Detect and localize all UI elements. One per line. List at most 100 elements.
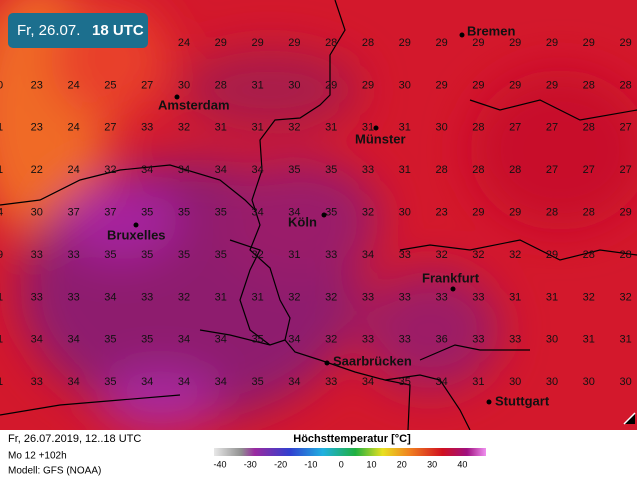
grid-value: 27 <box>104 122 116 134</box>
grid-value: 29 <box>546 249 558 261</box>
grid-value: 35 <box>141 207 153 219</box>
grid-value: 34 <box>67 376 79 388</box>
grid-value: 34 <box>67 334 79 346</box>
grid-value: 35 <box>104 249 116 261</box>
grid-value: 33 <box>509 334 521 346</box>
grid-value: 35 <box>325 207 337 219</box>
grid-value: 31 <box>288 249 300 261</box>
colorbar-tick: 10 <box>366 459 376 469</box>
grid-value: 30 <box>509 376 521 388</box>
city-dot <box>459 32 465 38</box>
grid-value: 30 <box>583 376 595 388</box>
grid-value: 32 <box>509 249 521 261</box>
city-label: Bremen <box>467 23 515 38</box>
city-label: Köln <box>288 214 317 229</box>
grid-value: 34 <box>362 376 374 388</box>
city-label: Bruxelles <box>107 227 166 242</box>
grid-value: 35 <box>178 249 190 261</box>
grid-value: 27 <box>546 122 558 134</box>
city-label: Frankfurt <box>422 270 480 285</box>
grid-value: 33 <box>362 164 374 176</box>
grid-value: 29 <box>251 37 263 49</box>
grid-value: 31 <box>399 164 411 176</box>
grid-value: 28 <box>435 164 447 176</box>
grid-value: 31 <box>251 79 263 91</box>
grid-value: 35 <box>251 376 263 388</box>
grid-value: 32 <box>104 164 116 176</box>
grid-value: 28 <box>472 164 484 176</box>
grid-value: 35 <box>251 334 263 346</box>
grid-value: 28 <box>583 79 595 91</box>
city-dot <box>450 286 456 292</box>
grid-value: 29 <box>325 79 337 91</box>
grid-value: 32 <box>362 207 374 219</box>
grid-value: 34 <box>141 164 153 176</box>
grid-value: 35 <box>104 376 116 388</box>
grid-value: 29 <box>435 79 447 91</box>
grid-value: 28 <box>215 79 227 91</box>
grid-value: 34 <box>104 291 116 303</box>
grid-value: 34 <box>251 164 263 176</box>
grid-value: 31 <box>251 291 263 303</box>
city-dot <box>174 94 180 100</box>
grid-value: 32 <box>288 291 300 303</box>
grid-value: 29 <box>472 79 484 91</box>
grid-value: 31 <box>546 291 558 303</box>
grid-value: 32 <box>325 291 337 303</box>
grid-value: 35 <box>215 249 227 261</box>
city-label: Stuttgart <box>495 393 550 408</box>
grid-value: 28 <box>583 207 595 219</box>
grid-value: 27 <box>619 122 631 134</box>
grid-value: 27 <box>546 164 558 176</box>
grid-value: 35 <box>325 164 337 176</box>
grid-value: 24 <box>67 79 79 91</box>
grid-value: 1 <box>0 122 3 134</box>
grid-value: 36 <box>435 334 447 346</box>
grid-value: 34 <box>288 376 300 388</box>
grid-value: 30 <box>399 207 411 219</box>
grid-value: 28 <box>583 122 595 134</box>
map-background <box>0 0 637 431</box>
footer-lead: Mo 12 +102h <box>8 451 67 462</box>
grid-value: 33 <box>472 334 484 346</box>
legend-title: Höchsttemperatur [°C] <box>293 433 411 445</box>
grid-value: 23 <box>31 79 43 91</box>
grid-value: 29 <box>472 37 484 49</box>
grid-value: 33 <box>67 249 79 261</box>
grid-value: 24 <box>67 122 79 134</box>
grid-value: 33 <box>472 291 484 303</box>
grid-value: 29 <box>399 37 411 49</box>
grid-value: 35 <box>104 334 116 346</box>
grid-value: 27 <box>141 79 153 91</box>
city-label: Münster <box>355 131 406 146</box>
grid-value: 35 <box>288 164 300 176</box>
grid-value: 30 <box>399 79 411 91</box>
grid-value: 34 <box>288 207 300 219</box>
grid-value: 29 <box>509 207 521 219</box>
grid-value: 29 <box>288 37 300 49</box>
grid-value: 33 <box>31 249 43 261</box>
grid-value: 29 <box>362 79 374 91</box>
grid-value: 30 <box>178 79 190 91</box>
grid-value: 1 <box>0 291 3 303</box>
grid-value: 9 <box>0 249 3 261</box>
grid-value: 33 <box>399 291 411 303</box>
grid-value: 31 <box>619 334 631 346</box>
grid-value: 27 <box>619 164 631 176</box>
grid-value: 25 <box>104 79 116 91</box>
colorbar-tick: 30 <box>427 459 437 469</box>
grid-value: 33 <box>362 334 374 346</box>
grid-value: 34 <box>288 334 300 346</box>
grid-value: 28 <box>619 79 631 91</box>
grid-value: 29 <box>472 207 484 219</box>
grid-value: 28 <box>325 37 337 49</box>
footer-model: Modell: GFS (NOAA) <box>8 466 101 477</box>
grid-value: 29 <box>619 207 631 219</box>
grid-value: 29 <box>509 79 521 91</box>
grid-value: 30 <box>546 376 558 388</box>
grid-value: 1 <box>0 376 3 388</box>
colorbar-tick: -20 <box>274 459 287 469</box>
grid-value: 32 <box>178 291 190 303</box>
grid-value: 32 <box>435 249 447 261</box>
grid-value: 24 <box>67 164 79 176</box>
